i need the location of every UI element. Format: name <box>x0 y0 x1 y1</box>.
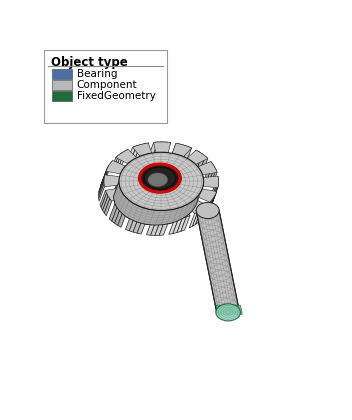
Polygon shape <box>175 144 184 160</box>
Polygon shape <box>100 168 107 186</box>
FancyBboxPatch shape <box>52 80 73 90</box>
Polygon shape <box>212 185 218 202</box>
Polygon shape <box>199 205 207 222</box>
Polygon shape <box>133 143 152 156</box>
Polygon shape <box>110 155 119 172</box>
Polygon shape <box>127 146 136 162</box>
Ellipse shape <box>144 167 176 189</box>
Polygon shape <box>159 220 169 235</box>
Polygon shape <box>190 150 199 166</box>
Polygon shape <box>169 219 178 234</box>
Polygon shape <box>139 143 149 158</box>
Polygon shape <box>106 160 125 174</box>
Polygon shape <box>106 188 125 201</box>
Polygon shape <box>171 207 190 220</box>
Polygon shape <box>129 216 139 232</box>
Polygon shape <box>119 149 128 165</box>
Polygon shape <box>213 176 219 194</box>
Text: Bearing: Bearing <box>77 69 117 79</box>
Polygon shape <box>113 153 121 170</box>
Polygon shape <box>157 142 166 157</box>
Polygon shape <box>172 143 191 157</box>
Polygon shape <box>203 176 219 188</box>
Polygon shape <box>213 179 219 197</box>
Polygon shape <box>207 164 215 181</box>
FancyBboxPatch shape <box>52 68 73 79</box>
Polygon shape <box>170 143 180 159</box>
Polygon shape <box>205 162 213 179</box>
FancyBboxPatch shape <box>44 50 167 123</box>
Ellipse shape <box>114 167 198 225</box>
Polygon shape <box>198 162 217 175</box>
Text: Object type: Object type <box>51 56 127 69</box>
Polygon shape <box>99 175 105 192</box>
Polygon shape <box>154 142 171 152</box>
Ellipse shape <box>139 163 181 193</box>
Polygon shape <box>102 166 109 183</box>
Text: FixedGeometry: FixedGeometry <box>77 91 156 101</box>
Polygon shape <box>161 142 171 157</box>
Polygon shape <box>210 192 217 209</box>
Polygon shape <box>118 211 127 227</box>
Polygon shape <box>104 199 112 216</box>
Polygon shape <box>115 209 123 226</box>
Polygon shape <box>148 142 158 157</box>
Polygon shape <box>197 154 205 171</box>
Polygon shape <box>189 212 198 228</box>
Polygon shape <box>196 207 204 224</box>
Polygon shape <box>181 215 190 231</box>
Polygon shape <box>210 170 217 187</box>
Ellipse shape <box>216 304 240 321</box>
Polygon shape <box>208 194 215 212</box>
Polygon shape <box>112 207 120 223</box>
Polygon shape <box>131 145 140 160</box>
Polygon shape <box>209 167 216 184</box>
Polygon shape <box>213 182 219 199</box>
FancyBboxPatch shape <box>52 91 73 102</box>
Polygon shape <box>137 219 147 234</box>
Polygon shape <box>99 178 104 195</box>
Ellipse shape <box>196 202 219 218</box>
Polygon shape <box>116 151 125 168</box>
Polygon shape <box>126 215 135 231</box>
Polygon shape <box>135 144 144 159</box>
Polygon shape <box>114 174 203 225</box>
Polygon shape <box>101 193 108 210</box>
Polygon shape <box>146 220 156 235</box>
Polygon shape <box>116 149 137 164</box>
Polygon shape <box>155 221 165 235</box>
Polygon shape <box>194 152 202 168</box>
Ellipse shape <box>119 152 203 210</box>
Polygon shape <box>205 200 212 217</box>
Polygon shape <box>103 163 111 180</box>
Polygon shape <box>104 175 120 186</box>
Polygon shape <box>182 147 191 163</box>
Polygon shape <box>152 142 162 157</box>
Polygon shape <box>193 210 201 226</box>
Polygon shape <box>99 184 105 201</box>
Polygon shape <box>177 217 186 233</box>
Polygon shape <box>178 145 188 161</box>
Polygon shape <box>133 218 143 233</box>
Polygon shape <box>99 181 104 198</box>
Polygon shape <box>105 160 113 178</box>
Polygon shape <box>200 156 208 173</box>
Polygon shape <box>102 196 110 213</box>
Ellipse shape <box>148 173 168 186</box>
Polygon shape <box>197 189 217 202</box>
Text: Component: Component <box>77 80 137 90</box>
Polygon shape <box>196 210 240 312</box>
Polygon shape <box>187 150 208 165</box>
Polygon shape <box>115 198 136 213</box>
Polygon shape <box>109 204 117 221</box>
Polygon shape <box>131 206 150 220</box>
Polygon shape <box>216 305 242 314</box>
Polygon shape <box>152 210 169 221</box>
Polygon shape <box>173 218 182 234</box>
Polygon shape <box>207 197 214 214</box>
Polygon shape <box>100 190 107 207</box>
Polygon shape <box>151 220 161 235</box>
Polygon shape <box>186 199 207 213</box>
